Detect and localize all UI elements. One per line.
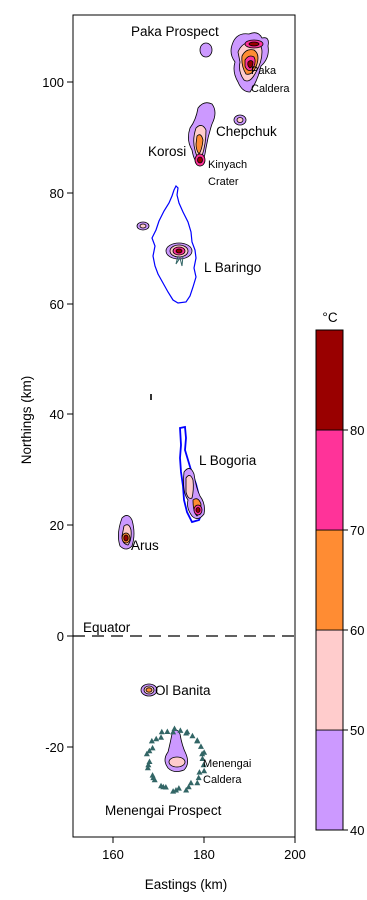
legend-tick-label: 70 [350, 523, 364, 538]
label-menengai-prospect: Menengai Prospect [105, 803, 222, 818]
legend-band [315, 329, 344, 431]
label-korosi: Korosi [148, 144, 186, 159]
label-chepchuk: Chepchuk [216, 124, 277, 139]
lake-baringo-outline [151, 184, 197, 304]
anomaly-chepchuk [233, 114, 247, 126]
caldera-triangle-marker [199, 755, 206, 761]
y-tick-label: 80 [50, 186, 64, 201]
y-axis: -20 0 20 40 60 80 100 Northings (km) [19, 75, 73, 755]
y-tick-label: 40 [50, 407, 64, 422]
caldera-triangle-marker [187, 779, 194, 786]
caldera-triangle-marker [170, 788, 177, 794]
legend-unit: °C [322, 310, 337, 325]
x-axis-title: Eastings (km) [145, 877, 228, 892]
caldera-triangle-marker [146, 758, 153, 764]
x-tick-label: 160 [102, 847, 124, 862]
legend-band [315, 729, 344, 831]
label-ol-banita: Ol Banita [155, 683, 211, 698]
anomaly-korosi [188, 102, 216, 167]
legend-tick-label: 60 [350, 623, 364, 638]
temperature-legend: °C 40 50 60 70 80 [315, 310, 364, 838]
caldera-triangle-marker [199, 750, 206, 757]
label-arus: Arus [131, 538, 159, 553]
anomaly-ol-banita [140, 683, 158, 697]
legend-band [315, 629, 344, 731]
label-paka-caldera-2: Caldera [251, 83, 290, 95]
y-tick-label: 20 [50, 518, 64, 533]
legend-band [315, 429, 344, 531]
caldera-triangle-marker [195, 774, 202, 781]
label-kinyach-2: Crater [208, 176, 239, 188]
legend-tick-label: 40 [350, 823, 364, 838]
caldera-triangle-marker [171, 725, 178, 731]
caldera-triangle-marker [158, 734, 165, 740]
label-paka-prospect: Paka Prospect [131, 24, 219, 39]
caldera-triangle-marker [148, 737, 155, 744]
anomaly-arus [118, 515, 135, 550]
label-kinyach-1: Kinyach [208, 159, 247, 171]
y-tick-label: 60 [50, 297, 64, 312]
caldera-triangle-marker [158, 728, 165, 735]
y-axis-title: Northings (km) [19, 376, 34, 465]
caldera-triangle-marker [185, 783, 192, 790]
caldera-triangle-marker [194, 737, 201, 744]
label-menengai-caldera-2: Caldera [203, 774, 242, 786]
x-tick-label: 200 [284, 847, 306, 862]
legend-bands [315, 329, 344, 831]
caldera-triangle-marker [197, 743, 204, 749]
caldera-triangle-marker [149, 744, 156, 751]
caldera-triangle-marker [145, 761, 152, 768]
legend-tick-label: 80 [350, 423, 364, 438]
label-l-bogoria: L Bogoria [199, 453, 257, 468]
anomaly-baringo [136, 221, 193, 267]
x-tick-label: 180 [193, 847, 215, 862]
y-tick-label: -20 [45, 740, 64, 755]
caldera-triangle-marker [196, 769, 203, 775]
caldera-triangle-marker [146, 747, 153, 754]
caldera-triangle-marker [153, 735, 160, 742]
label-l-baringo: L Baringo [204, 260, 261, 275]
map-frame [72, 14, 296, 838]
anomaly-paka [199, 32, 269, 93]
caldera-triangle-marker [144, 764, 151, 771]
legend-frame [315, 329, 344, 831]
label-menengai-caldera-1: Menengai [203, 758, 251, 770]
caldera-triangle-marker [183, 787, 190, 793]
y-tick-label: 0 [57, 629, 64, 644]
caldera-triangle-marker [177, 727, 184, 733]
anomaly-menengai [164, 729, 188, 772]
legend-band [315, 529, 344, 631]
caldera-triangle-marker [184, 728, 191, 735]
label-equator: Equator [83, 620, 131, 635]
caldera-triangle-marker [143, 750, 150, 757]
caldera-triangle-marker [175, 785, 182, 791]
label-paka-caldera-1: Paka [251, 65, 277, 77]
caldera-triangle-marker [170, 728, 177, 735]
legend-ticks: 40 50 60 70 80 [343, 423, 364, 838]
caldera-triangle-marker [201, 767, 208, 774]
x-axis: 160 180 200 Eastings (km) [102, 837, 306, 892]
caldera-triangle-marker [189, 732, 196, 739]
anomaly-bogoria [183, 468, 205, 519]
y-tick-label: 100 [42, 75, 64, 90]
caldera-triangle-marker [149, 772, 156, 778]
caldera-triangle-marker [164, 728, 171, 734]
menengai-caldera-ring [143, 725, 208, 794]
legend-tick-label: 50 [350, 723, 364, 738]
caldera-triangle-marker [200, 761, 207, 768]
caldera-triangle-marker [158, 782, 165, 789]
caldera-triangle-marker [194, 779, 201, 786]
